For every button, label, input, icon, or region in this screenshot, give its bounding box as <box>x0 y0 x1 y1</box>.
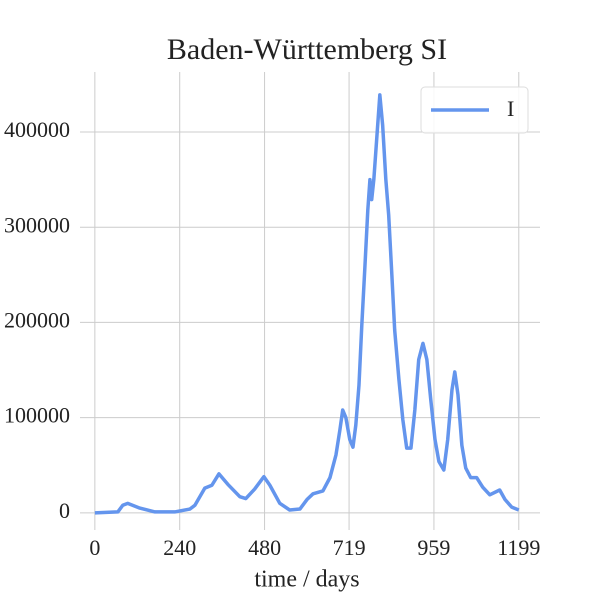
legend-label: I <box>507 96 514 121</box>
data-line <box>94 93 520 515</box>
x-axis-label: time / days <box>254 567 359 593</box>
x-tick-label: 1199 <box>497 535 540 560</box>
y-tick-label: 200000 <box>4 307 70 332</box>
y-tick-label: 0 <box>59 498 70 523</box>
x-tick-label: 959 <box>417 535 450 560</box>
y-tick-label: 100000 <box>4 403 70 428</box>
y-tick-label: 400000 <box>4 117 70 142</box>
x-tick-label: 240 <box>163 535 196 560</box>
y-tick-label: 300000 <box>4 212 70 237</box>
x-tick-label: 719 <box>333 535 366 560</box>
chart-title: Baden-Württemberg SI <box>167 33 447 66</box>
x-tick-label: 480 <box>248 535 281 560</box>
x-tick-label: 0 <box>89 535 100 560</box>
